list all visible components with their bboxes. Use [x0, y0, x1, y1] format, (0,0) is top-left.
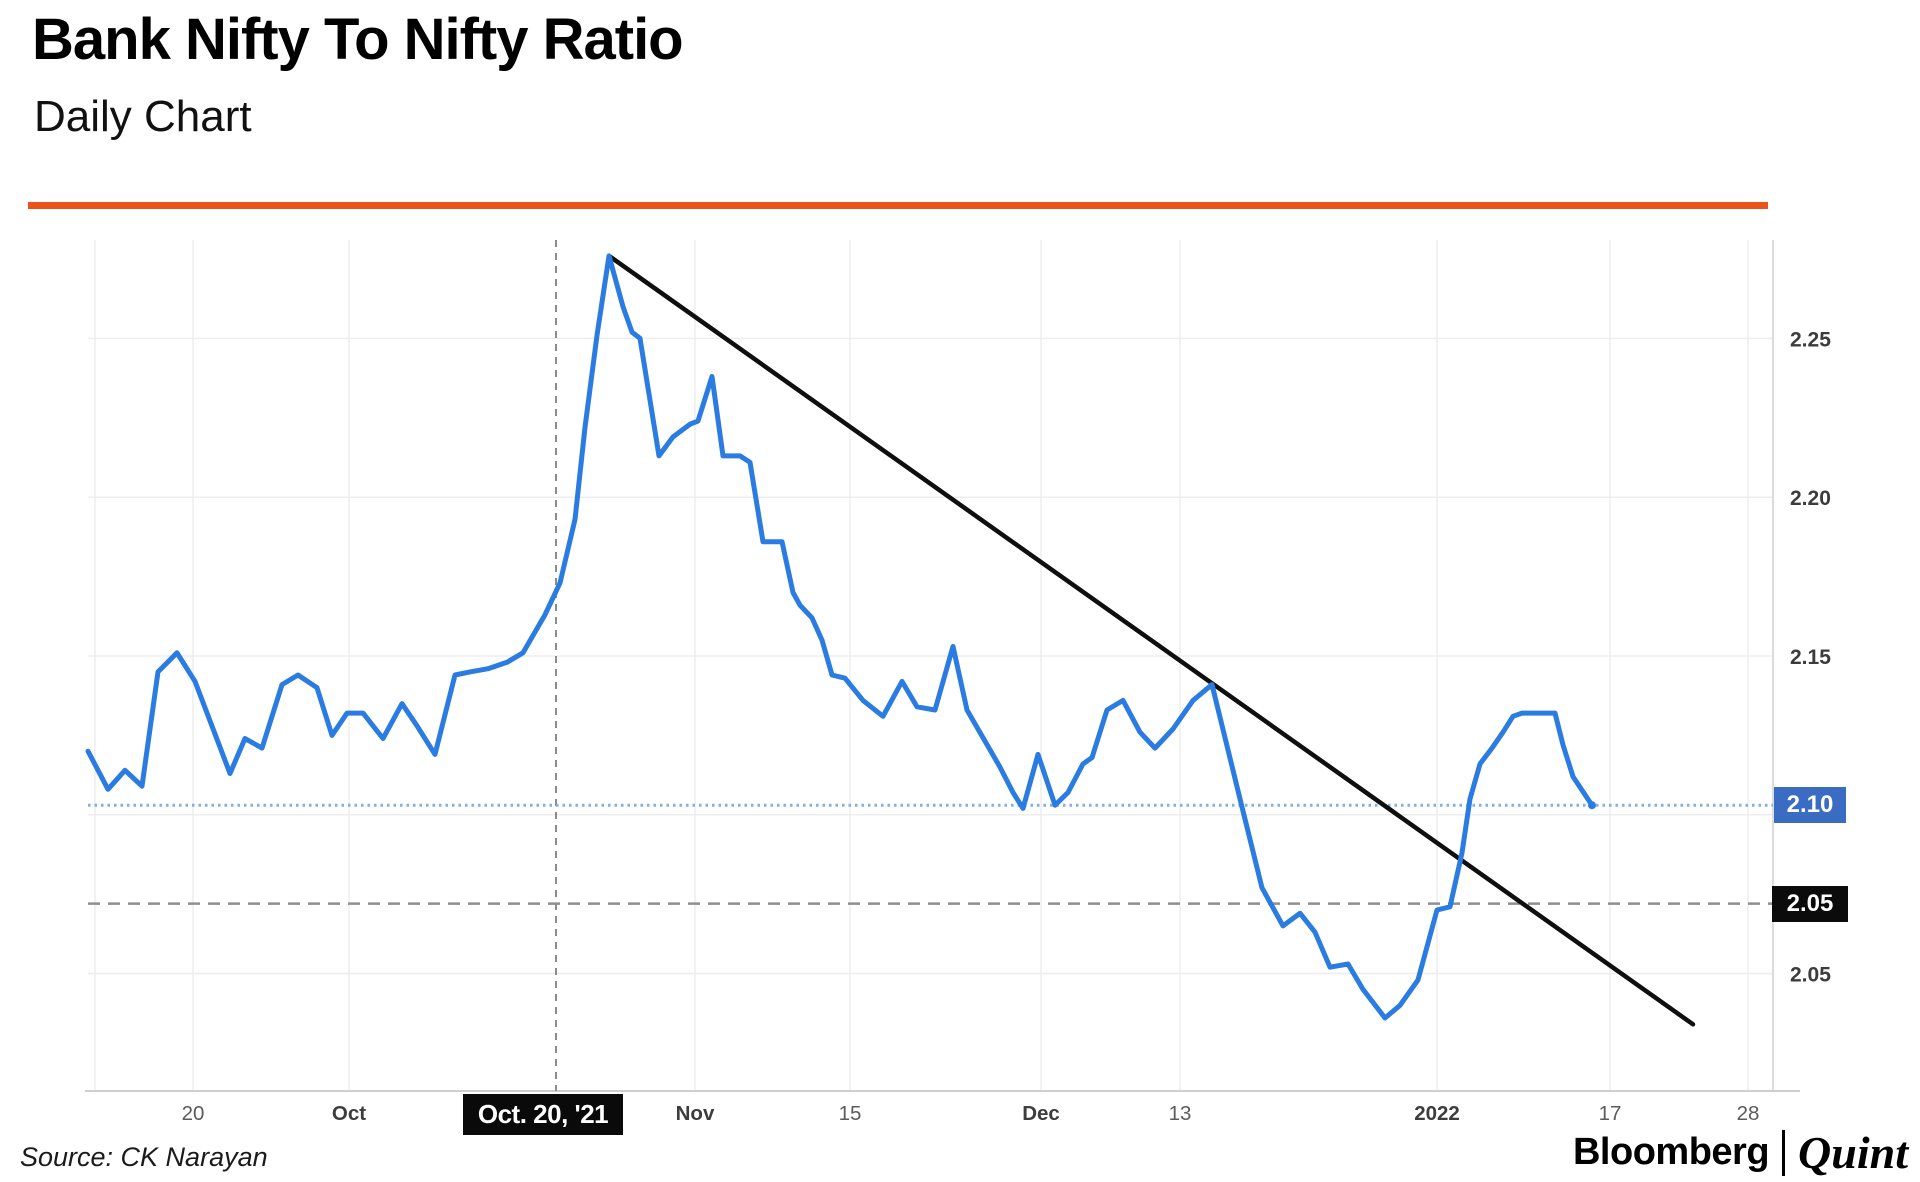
x-tick-label: 13: [1169, 1102, 1192, 1125]
page-subtitle: Daily Chart: [34, 92, 252, 141]
brand-divider-bar: [1782, 1129, 1786, 1176]
x-tick-label: Oct: [332, 1102, 366, 1125]
x-tick-label: 28: [1737, 1102, 1760, 1125]
y-tick-label: 2.20: [1790, 487, 1831, 510]
x-tick-label: 2022: [1414, 1102, 1460, 1125]
x-tick-label: 15: [839, 1102, 862, 1125]
event-date-badge: Oct. 20, '21: [463, 1094, 623, 1135]
y-tick-label: 2.05: [1790, 964, 1831, 987]
x-tick-label: Dec: [1022, 1102, 1060, 1125]
downtrend-line: [606, 253, 1696, 1027]
accent-rule: [28, 202, 1768, 209]
support-level-badge: 2.05: [1772, 885, 1848, 922]
bloomberg-logo: Bloomberg: [1572, 1131, 1770, 1173]
last-point-marker: [1588, 801, 1596, 810]
y-tick-label: 2.15: [1790, 646, 1831, 669]
x-tick-label: 20: [182, 1102, 205, 1125]
y-tick-label: 2.25: [1790, 328, 1831, 351]
x-tick-label: Nov: [676, 1102, 715, 1125]
page-title: Bank Nifty To Nifty Ratio: [32, 7, 684, 72]
last-price-badge: 2.10: [1774, 787, 1846, 824]
ratio-series-line: [85, 253, 1595, 1021]
x-tick-label: 17: [1599, 1102, 1622, 1125]
quint-logo: Quint: [1798, 1127, 1908, 1178]
brand-logo: Bloomberg Quint: [1573, 1126, 1908, 1179]
source-credit: Source: CK Narayan: [20, 1142, 268, 1172]
